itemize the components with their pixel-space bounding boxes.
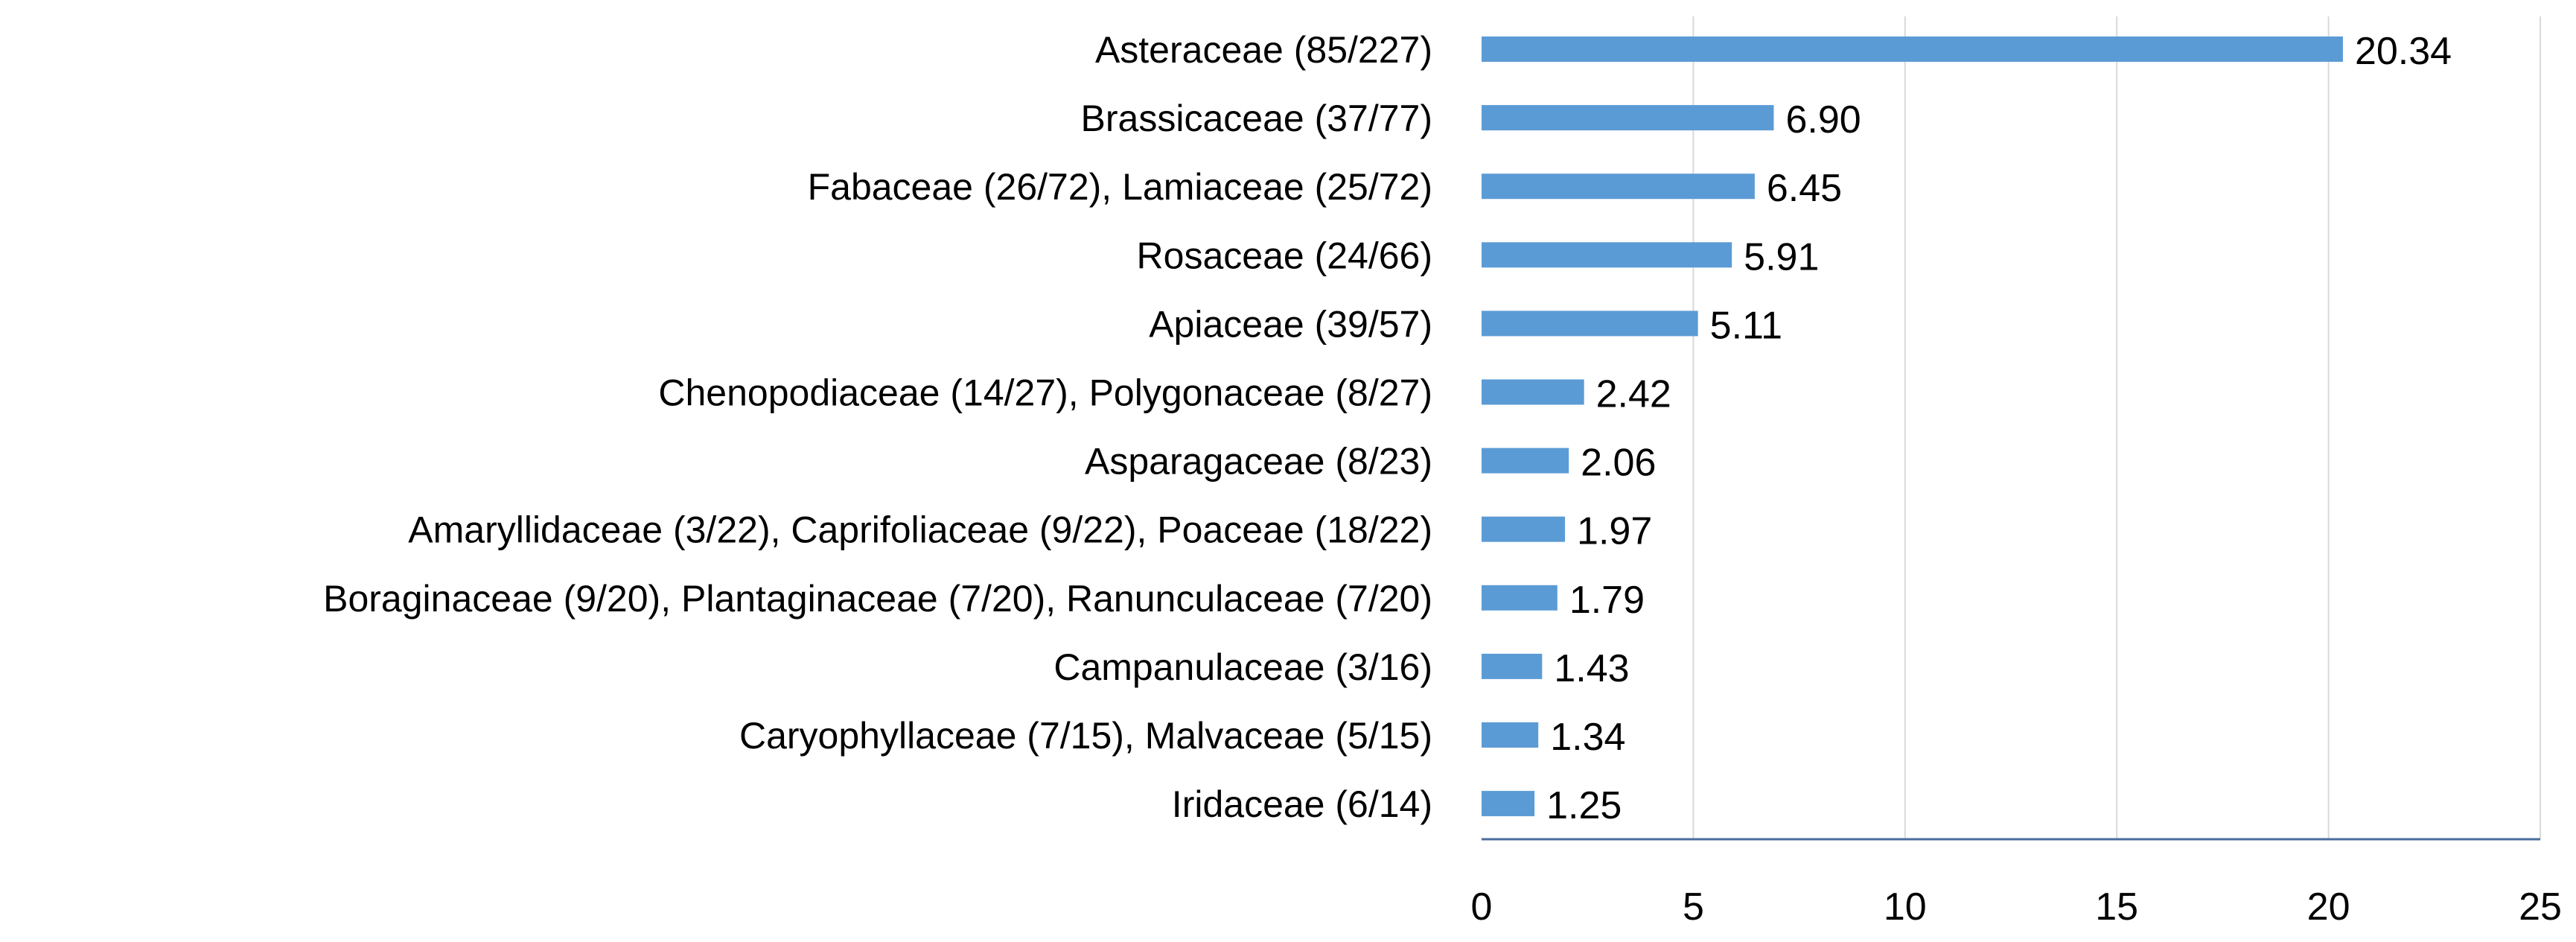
value-label-11: 1.34 [1550, 716, 1625, 759]
category-label-2: Brassicaceae (37/77) [1081, 98, 1432, 139]
bar-12 [1482, 791, 1535, 817]
category-label-6: Chenopodiaceae (14/27), Polygonaceae (8/… [658, 372, 1432, 414]
value-label-5: 5.11 [1710, 304, 1782, 347]
category-label-12: Iridaceae (6/14) [1172, 783, 1432, 825]
value-label-2: 6.90 [1785, 98, 1861, 141]
bar-8 [1482, 516, 1566, 542]
category-label-5: Apiaceae (39/57) [1149, 303, 1432, 345]
value-label-6: 2.42 [1596, 373, 1671, 416]
bar-5 [1482, 311, 1698, 337]
category-label-3: Fabaceae (26/72), Lamiaceae (25/72) [808, 166, 1432, 208]
x-tick-label-20: 20 [2307, 885, 2350, 929]
gridlines [1692, 16, 2541, 839]
value-label-8: 1.97 [1577, 510, 1652, 553]
category-labels: Asteraceae (85/227) Brassicaceae (37/77) F… [323, 29, 1432, 825]
category-label-9: Boraginaceae (9/20), Plantaginaceae (7/2… [323, 578, 1432, 620]
x-tick-labels: 0 5 10 15 20 25 [1471, 885, 2562, 929]
category-label-1: Asteraceae (85/227) [1095, 29, 1432, 71]
category-label-10: Campanulaceae (3/16) [1053, 646, 1432, 688]
bar-7 [1482, 448, 1569, 474]
value-label-1: 20.34 [2355, 30, 2452, 73]
category-label-4: Rosaceae (24/66) [1137, 235, 1432, 276]
category-label-8: Amaryllidaceae (3/22), Caprifoliaceae (9… [408, 509, 1432, 551]
x-tick-label-15: 15 [2095, 885, 2138, 929]
category-label-11: Caryophyllaceae (7/15), Malvaceae (5/15) [739, 715, 1432, 757]
bar-2 [1482, 105, 1774, 131]
value-label-3: 6.45 [1767, 167, 1842, 210]
bar-9 [1482, 585, 1558, 611]
value-label-10: 1.43 [1554, 647, 1629, 690]
bars [1482, 36, 2343, 817]
value-label-4: 5.91 [1744, 235, 1819, 279]
value-label-7: 2.06 [1581, 442, 1656, 485]
bar-6 [1482, 379, 1584, 405]
bar-3 [1482, 174, 1755, 200]
x-tick-label-25: 25 [2519, 885, 2562, 929]
bar-1 [1482, 36, 2343, 62]
value-labels: 20.34 6.90 6.45 5.91 5.11 2.42 2.06 1.97 1.79 1.4… [1546, 30, 2452, 827]
x-tick-label-5: 5 [1683, 885, 1704, 929]
bar-11 [1482, 722, 1539, 748]
value-label-9: 1.79 [1569, 579, 1645, 622]
value-label-12: 1.25 [1546, 784, 1622, 827]
bar-10 [1482, 653, 1543, 679]
category-label-7: Asparagaceae (8/23) [1085, 441, 1432, 483]
bar-4 [1482, 242, 1732, 268]
x-tick-label-0: 0 [1471, 885, 1493, 929]
x-tick-label-10: 10 [1884, 885, 1927, 929]
